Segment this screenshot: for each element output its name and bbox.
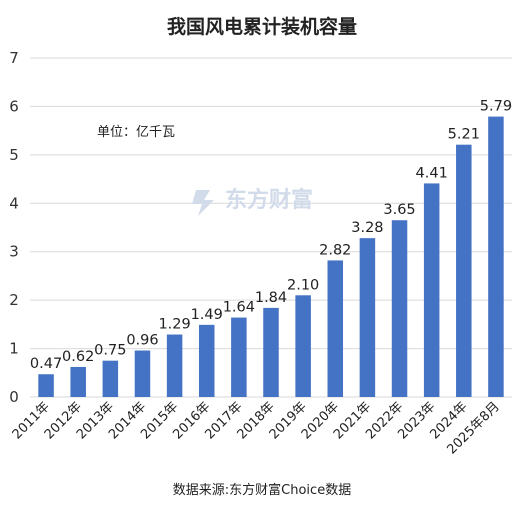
data-label: 1.49 (191, 307, 223, 323)
bar (198, 324, 215, 397)
watermark-logo-icon (192, 190, 214, 216)
unit-label: 单位：亿千瓦 (97, 125, 175, 140)
y-tick-label: 1 (9, 340, 19, 358)
data-label: 0.47 (30, 356, 62, 372)
bar (391, 220, 408, 397)
bar (102, 360, 119, 397)
bar (166, 334, 183, 397)
bar (327, 260, 344, 397)
data-label: 2.82 (319, 242, 351, 258)
y-tick-label: 5 (9, 146, 19, 164)
data-label: 3.65 (383, 202, 415, 218)
bar (295, 295, 311, 397)
y-tick-label: 0 (9, 388, 19, 406)
bar (38, 374, 54, 397)
y-tick-label: 6 (9, 97, 19, 115)
data-label: 1.64 (223, 300, 255, 316)
data-label: 1.84 (255, 290, 287, 306)
data-label: 1.29 (158, 317, 190, 333)
bar (134, 350, 151, 397)
bar (263, 307, 279, 397)
data-label: 4.41 (416, 165, 448, 181)
data-label: 0.75 (94, 343, 126, 359)
data-label: 5.79 (480, 99, 512, 115)
bars (38, 116, 504, 397)
bar (456, 144, 472, 397)
data-label: 2.10 (287, 277, 319, 293)
y-tick-label: 7 (9, 49, 19, 67)
bar (423, 183, 440, 397)
data-label: 0.62 (62, 349, 94, 365)
source-note: 数据来源:东方财富Choice数据 (173, 482, 351, 498)
x-axis: 2011年2012年2013年2014年2015年2016年2017年2018年… (10, 399, 503, 457)
bar (488, 116, 504, 397)
watermark: 东方财富 (225, 187, 313, 213)
data-label: 0.96 (126, 333, 158, 349)
y-tick-label: 2 (9, 291, 19, 309)
grid (30, 57, 512, 398)
y-tick-label: 3 (9, 243, 19, 261)
data-label: 3.28 (351, 220, 383, 236)
data-label: 5.21 (448, 127, 480, 143)
data-labels: 0.47 0.62 0.750.961.291.49 1.641.842.10 2.82… (30, 99, 512, 373)
bar (70, 366, 86, 397)
y-tick-label: 4 (9, 194, 19, 212)
chart-title: 我国风电累计装机容量 (167, 15, 357, 38)
bar (359, 238, 376, 397)
bar (231, 317, 247, 397)
y-axis: 0 1 2 3 4 5 6 7 (9, 49, 19, 406)
